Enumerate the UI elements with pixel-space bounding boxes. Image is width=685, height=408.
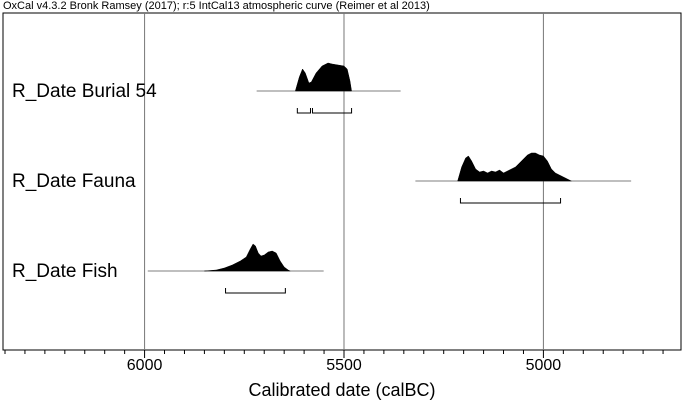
x-axis-label: Calibrated date (calBC)	[248, 380, 435, 400]
x-tick-label: 5500	[326, 357, 362, 374]
density-area	[295, 62, 352, 92]
series-label: R_Date Burial 54	[12, 81, 157, 102]
density-area	[204, 243, 291, 272]
x-tick-label: 6000	[127, 357, 163, 374]
series-label: R_Date Fauna	[12, 171, 136, 192]
density-area	[457, 152, 572, 182]
x-tick-label: 5000	[526, 357, 562, 374]
range-bracket	[459, 198, 562, 204]
series-label: R_Date Fish	[12, 261, 118, 282]
chart-title: OxCal v4.3.2 Bronk Ramsey (2017); r:5 In…	[3, 0, 430, 12]
range-bracket	[296, 108, 311, 114]
plot-frame	[2, 12, 682, 351]
range-bracket	[225, 288, 286, 294]
range-bracket	[311, 108, 353, 114]
